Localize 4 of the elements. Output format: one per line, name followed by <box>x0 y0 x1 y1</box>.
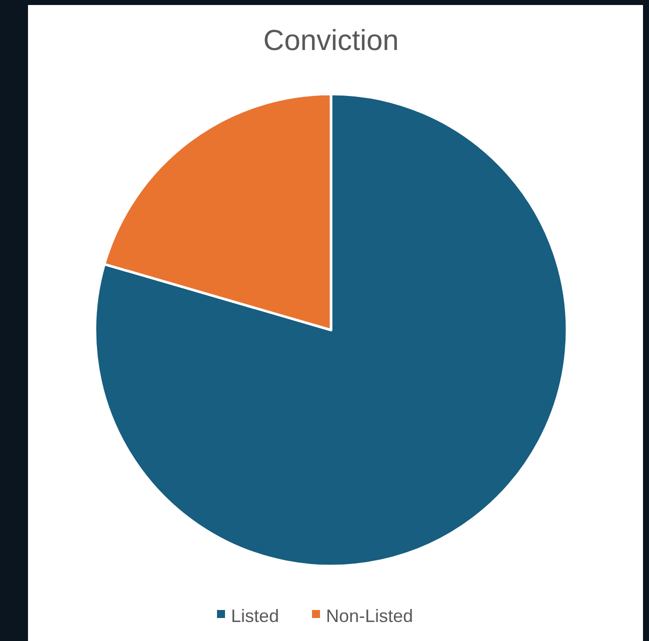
legend-label: Listed <box>231 606 280 626</box>
chart-title: Conviction <box>263 25 399 57</box>
pie-slice <box>94 92 568 567</box>
legend-label: Non-Listed <box>326 606 414 626</box>
